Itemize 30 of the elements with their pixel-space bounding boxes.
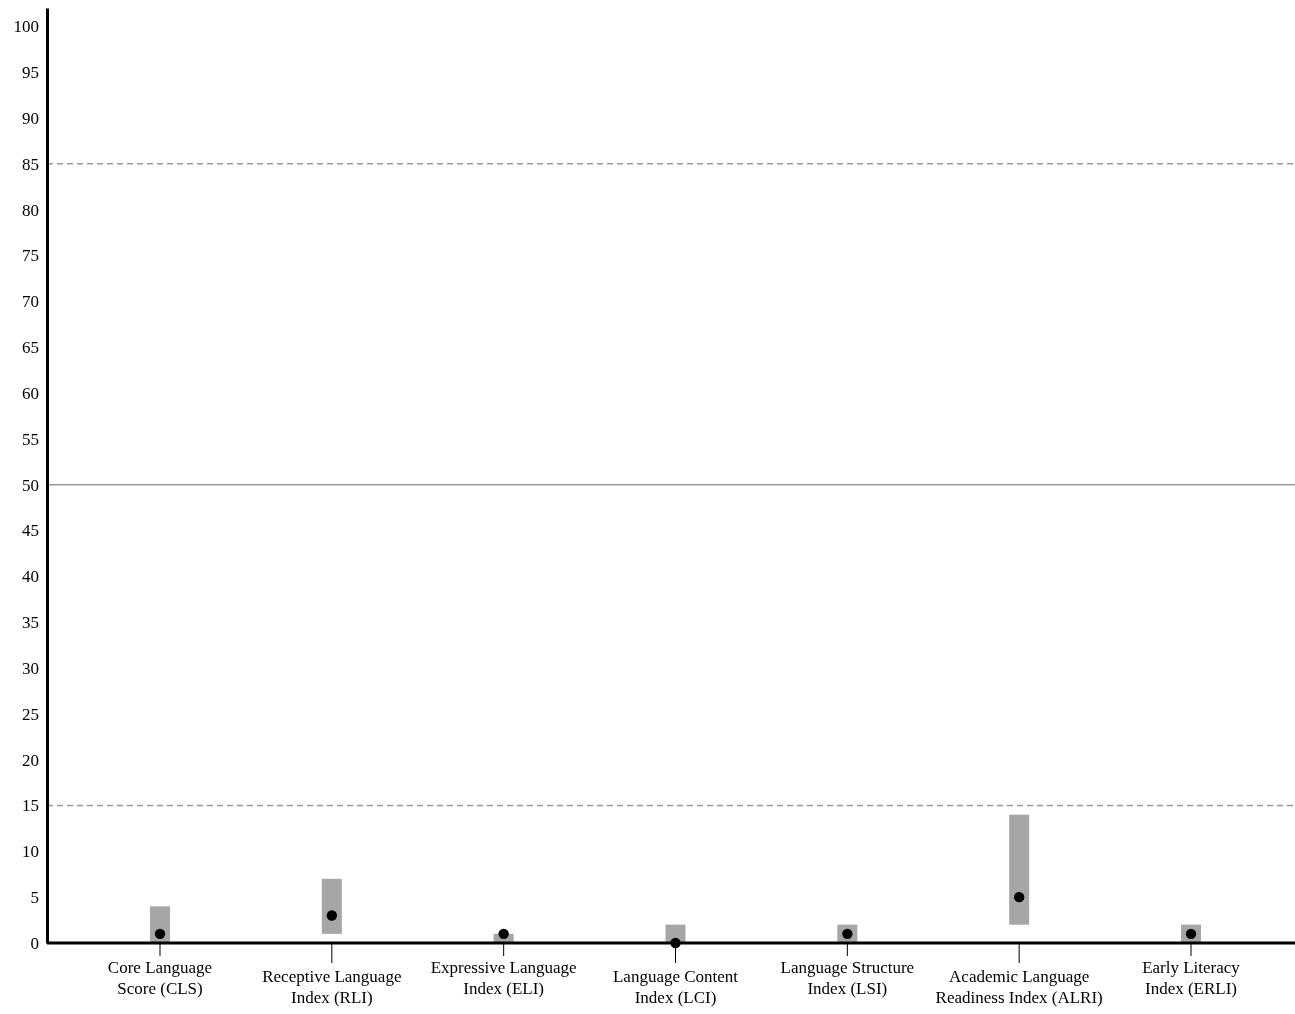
x-tick-label: Expressive Language Index (ELI) — [430, 958, 577, 998]
y-tick-label: 100 — [13, 17, 39, 37]
x-tick-label: Core Language Score (CLS) — [107, 958, 213, 998]
y-tick-label: 60 — [22, 383, 39, 403]
x-tick-label: Receptive Language Index (RLI) — [262, 967, 402, 1007]
y-tick-label: 85 — [22, 154, 39, 174]
y-tick-label: 65 — [22, 338, 39, 358]
y-tick-label: 90 — [22, 108, 39, 128]
y-tick-label: 25 — [22, 704, 39, 724]
y-tick-label: 70 — [22, 292, 39, 312]
y-tick-label: 20 — [22, 750, 39, 770]
x-tick-label: Early Literacy Index (ERLI) — [1142, 958, 1241, 998]
y-tick-label: 50 — [22, 475, 39, 495]
y-tick-label: 55 — [22, 429, 39, 449]
y-tick-label: 5 — [30, 888, 39, 908]
y-tick-label: 40 — [22, 567, 39, 587]
x-tick-label: Language Content Index (LCI) — [612, 967, 739, 1007]
y-tick-label: 35 — [22, 613, 39, 633]
x-tick-label: Language Structure Index (LSI) — [780, 958, 915, 998]
y-tick-label: 0 — [30, 933, 39, 953]
y-tick-label: 10 — [22, 842, 39, 862]
bar — [321, 878, 342, 934]
y-tick-label: 45 — [22, 521, 39, 541]
y-tick-label: 80 — [22, 200, 39, 220]
x-tick-label: Academic Language Readiness Index (ALRI) — [935, 967, 1103, 1007]
y-tick-label: 15 — [22, 796, 39, 816]
y-tick-label: 30 — [22, 658, 39, 678]
y-tick-label: 75 — [22, 246, 39, 266]
bar — [1009, 814, 1030, 925]
y-tick-label: 95 — [22, 63, 39, 83]
